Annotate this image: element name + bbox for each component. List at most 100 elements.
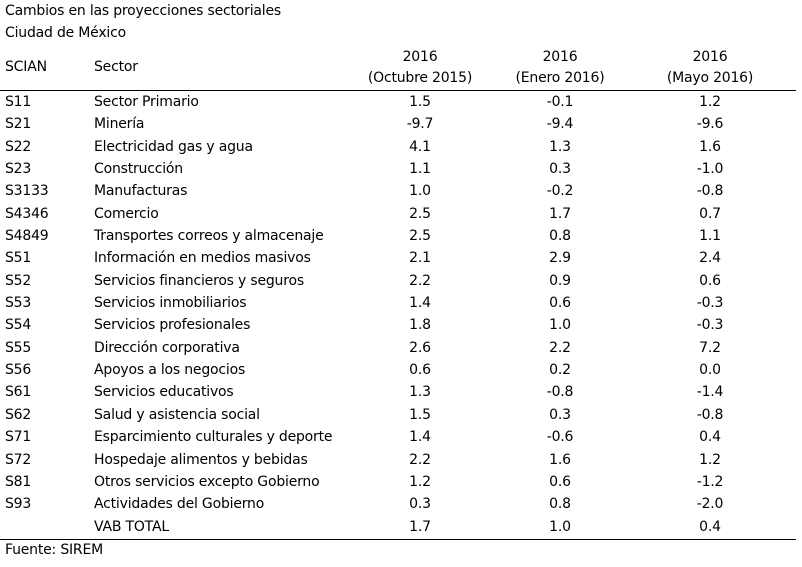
cell-scian: S53 bbox=[5, 295, 32, 312]
cell-sector: Apoyos a los negocios bbox=[94, 362, 246, 379]
cell-sector: Salud y asistencia social bbox=[94, 406, 260, 423]
cell-enero-2016: -0.2 bbox=[546, 183, 574, 200]
cell-sector: Esparcimiento culturales y deporte bbox=[94, 429, 333, 446]
header-col-mayo-2016: 2016 (Mayo 2016) bbox=[640, 47, 780, 89]
cell-mayo-2016: 0.0 bbox=[699, 362, 721, 379]
cell-enero-2016: 0.6 bbox=[549, 473, 571, 490]
cell-octubre-2015: -9.7 bbox=[406, 116, 434, 133]
cell-mayo-2016: -1.2 bbox=[696, 473, 724, 490]
table-row: S51 Información en medios masivos 2.1 2.9 2.… bbox=[0, 247, 796, 269]
header-col3-year: 2016 bbox=[692, 49, 728, 65]
cell-octubre-2015: 1.2 bbox=[409, 473, 431, 490]
cell-sector: Sector Primario bbox=[94, 94, 199, 110]
cell-sector: Electricidad gas y agua bbox=[94, 138, 253, 155]
table-row: S52 Servicios financieros y seguros 2.2 0.9… bbox=[0, 270, 796, 292]
cell-sector: Construcción bbox=[94, 161, 183, 178]
cell-enero-2016: 1.0 bbox=[549, 518, 571, 535]
cell-enero-2016: -9.4 bbox=[546, 116, 574, 133]
cell-scian: S61 bbox=[5, 384, 32, 401]
cell-scian: S23 bbox=[5, 161, 32, 178]
cell-enero-2016: 0.8 bbox=[549, 496, 571, 513]
cell-octubre-2015: 1.8 bbox=[409, 317, 431, 334]
cell-mayo-2016: 1.1 bbox=[699, 228, 721, 245]
cell-sector: Servicios educativos bbox=[94, 384, 234, 401]
cell-sector: Dirección corporativa bbox=[94, 339, 240, 356]
cell-enero-2016: 1.6 bbox=[549, 451, 571, 468]
cell-mayo-2016: -9.6 bbox=[696, 116, 724, 133]
cell-octubre-2015: 1.5 bbox=[409, 406, 431, 423]
cell-enero-2016: 1.0 bbox=[549, 317, 571, 334]
cell-octubre-2015: 0.6 bbox=[409, 362, 431, 379]
cell-mayo-2016: 7.2 bbox=[699, 339, 721, 356]
cell-sector: Servicios profesionales bbox=[94, 317, 251, 334]
cell-octubre-2015: 2.5 bbox=[409, 205, 431, 222]
table-row: S72 Hospedaje alimentos y bebidas 2.2 1.6 1.… bbox=[0, 449, 796, 471]
cell-enero-2016: -0.8 bbox=[546, 384, 574, 401]
cell-octubre-2015: 2.1 bbox=[409, 250, 431, 267]
cell-scian: S54 bbox=[5, 317, 32, 334]
cell-sector: Información en medios masivos bbox=[94, 250, 311, 267]
cell-scian: S71 bbox=[5, 429, 32, 446]
cell-enero-2016: -0.1 bbox=[546, 94, 574, 110]
cell-octubre-2015: 1.5 bbox=[409, 94, 431, 110]
header-col3-sub: (Mayo 2016) bbox=[666, 70, 754, 86]
cell-enero-2016: 1.7 bbox=[549, 205, 571, 222]
table-row: S11 Sector Primario 1.5 -0.1 1.2 bbox=[0, 91, 796, 113]
table-row: S56 Apoyos a los negocios 0.6 0.2 0.0 bbox=[0, 359, 796, 381]
cell-octubre-2015: 4.1 bbox=[409, 138, 431, 155]
header-col-octubre-2015: 2016 (Octubre 2015) bbox=[350, 47, 490, 89]
table-row: S62 Salud y asistencia social 1.5 0.3 -0.8 bbox=[0, 404, 796, 426]
header-col1-year: 2016 bbox=[402, 49, 438, 65]
table-row: S81 Otros servicios excepto Gobierno 1.2 0.… bbox=[0, 471, 796, 493]
cell-scian: S11 bbox=[5, 94, 32, 110]
cell-scian: S4346 bbox=[5, 205, 49, 222]
cell-mayo-2016: -0.3 bbox=[696, 295, 724, 312]
cell-mayo-2016: 1.2 bbox=[699, 451, 721, 468]
cell-sector: Otros servicios excepto Gobierno bbox=[94, 473, 320, 490]
cell-enero-2016: 0.3 bbox=[549, 406, 571, 423]
table-body: S11 Sector Primario 1.5 -0.1 1.2 S21 Minería -… bbox=[0, 91, 796, 538]
cell-sector: Minería bbox=[94, 116, 145, 133]
cell-octubre-2015: 0.3 bbox=[409, 496, 431, 513]
table-row: S54 Servicios profesionales 1.8 1.0 -0.3 bbox=[0, 314, 796, 336]
table-row: S55 Dirección corporativa 2.6 2.2 7.2 bbox=[0, 337, 796, 359]
table-row: S4849 Transportes correos y almacenaje 2.5… bbox=[0, 225, 796, 247]
header-col1-sub: (Octubre 2015) bbox=[367, 70, 473, 86]
cell-octubre-2015: 2.2 bbox=[409, 272, 431, 289]
cell-octubre-2015: 1.3 bbox=[409, 384, 431, 401]
cell-sector: VAB TOTAL bbox=[94, 518, 169, 535]
cell-mayo-2016: 0.7 bbox=[699, 205, 721, 222]
cell-mayo-2016: 0.4 bbox=[699, 518, 721, 535]
cell-scian: S72 bbox=[5, 451, 32, 468]
table-row: S53 Servicios inmobiliarios 1.4 0.6 -0.3 bbox=[0, 292, 796, 314]
header-col2-year: 2016 bbox=[542, 49, 578, 65]
cell-octubre-2015: 2.6 bbox=[409, 339, 431, 356]
cell-sector: Servicios inmobiliarios bbox=[94, 295, 247, 312]
cell-mayo-2016: 2.4 bbox=[699, 250, 721, 267]
table-row: S21 Minería -9.7 -9.4 -9.6 bbox=[0, 113, 796, 135]
cell-scian: S4849 bbox=[5, 228, 49, 245]
header-scian: SCIAN bbox=[5, 59, 47, 75]
cell-mayo-2016: -1.4 bbox=[696, 384, 724, 401]
cell-enero-2016: 1.3 bbox=[549, 138, 571, 155]
cell-enero-2016: 0.3 bbox=[549, 161, 571, 178]
table-row: S3133 Manufacturas 1.0 -0.2 -0.8 bbox=[0, 180, 796, 202]
cell-sector: Comercio bbox=[94, 205, 159, 222]
source-note: Fuente: SIREM bbox=[5, 542, 103, 558]
cell-octubre-2015: 1.0 bbox=[409, 183, 431, 200]
header-col2-sub: (Enero 2016) bbox=[515, 70, 605, 86]
cell-octubre-2015: 1.7 bbox=[409, 518, 431, 535]
cell-scian: S56 bbox=[5, 362, 32, 379]
cell-enero-2016: 2.2 bbox=[549, 339, 571, 356]
cell-sector: Actividades del Gobierno bbox=[94, 496, 265, 513]
cell-enero-2016: 0.2 bbox=[549, 362, 571, 379]
table-total-row: VAB TOTAL 1.7 1.0 0.4 bbox=[0, 516, 796, 538]
cell-enero-2016: 0.9 bbox=[549, 272, 571, 289]
cell-enero-2016: 2.9 bbox=[549, 250, 571, 267]
cell-enero-2016: 0.8 bbox=[549, 228, 571, 245]
cell-scian: S51 bbox=[5, 250, 32, 267]
table-row: S4346 Comercio 2.5 1.7 0.7 bbox=[0, 203, 796, 225]
table-row: S93 Actividades del Gobierno 0.3 0.8 -2.0 bbox=[0, 493, 796, 515]
cell-mayo-2016: -0.8 bbox=[696, 183, 724, 200]
cell-scian: S55 bbox=[5, 339, 32, 356]
